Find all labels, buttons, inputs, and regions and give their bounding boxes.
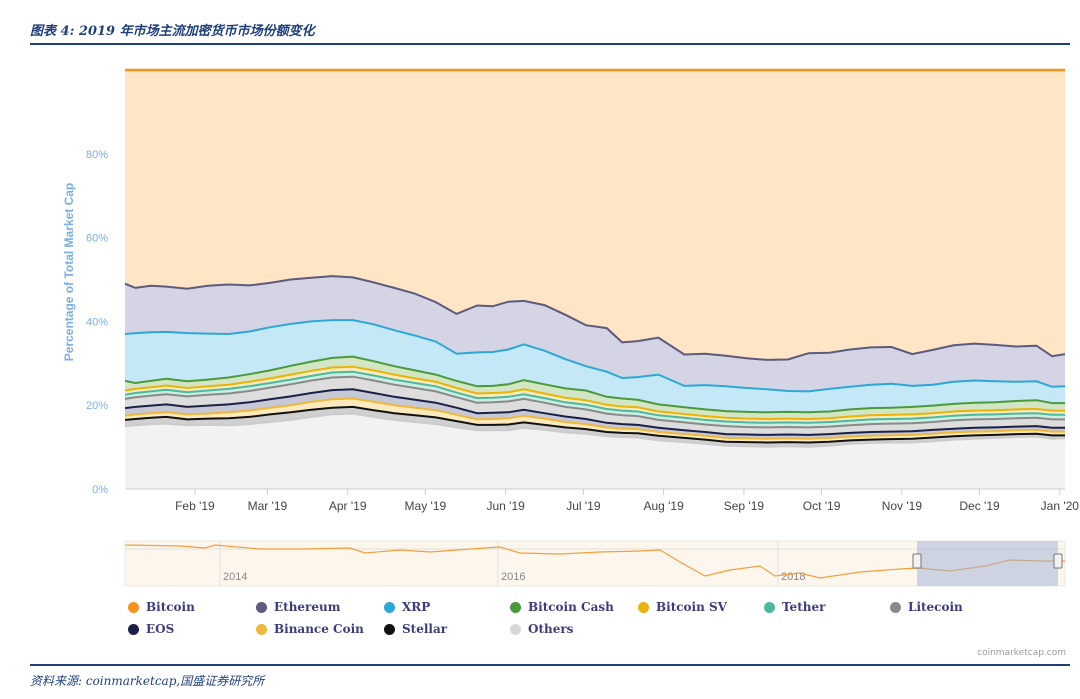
legend-item-bitcoin-sv[interactable]: Bitcoin SV [638,600,727,614]
x-tick-label: Feb '19 [175,499,215,513]
line-bitcoin-sv [124,365,1065,421]
line-others [124,412,1066,448]
navigator-selected-range[interactable] [917,541,1058,586]
line-stellar [124,405,1065,444]
x-tick-label: Oct '19 [803,499,841,513]
area-ethereum [125,276,1065,392]
x-tick-label: Mar '19 [248,499,288,513]
y-tick-label: 0% [92,484,108,496]
legend-label: Tether [782,600,826,614]
top-rule [30,43,1070,45]
line-bitcoin-cash [124,355,1065,414]
navigator-year-label: 2016 [501,571,525,583]
y-tick-label: 60% [86,233,108,245]
legend-marker [128,623,139,635]
legend-marker [638,601,649,613]
legend-item-ethereum[interactable]: Ethereum [256,600,340,614]
bottom-rule [30,664,1070,666]
legend-label: XRP [402,600,431,614]
chart-credit: coinmarketcap.com [977,648,1066,658]
line-tether [124,370,1065,424]
x-axis-ticks: Feb '19 Mar '19 Apr '19 May '19 Jun '19 Jul '… [125,488,1080,513]
navigator-right-handle[interactable] [1053,553,1063,569]
legend-label: Bitcoin Cash [528,600,614,614]
legend-label: Ethereum [274,600,341,614]
legend-item-tether[interactable]: Tether [764,600,825,614]
line-litecoin [124,375,1065,429]
area-others [125,413,1065,489]
legend-marker [890,601,901,613]
line-eos [124,388,1065,436]
legend-label: Litecoin [908,600,963,614]
navigator-year-label: 2014 [223,571,247,583]
legend-item-eos[interactable]: EOS [128,622,174,636]
y-axis-label: Percentage of Total Market Cap [62,183,76,362]
area-bitcoin [125,70,1065,360]
x-tick-label: Jan '20 [1041,499,1080,513]
legend-item-stellar[interactable]: Stellar [384,622,447,636]
legend-item-binance-coin[interactable]: Binance Coin [256,622,364,636]
line-xrp [124,319,1066,393]
figure-title: 图表 4: 2019 年市场主流加密货币市场份额变化 [30,24,315,39]
x-tick-label: May '19 [405,499,447,513]
legend-marker [510,601,521,613]
x-tick-label: Jul '19 [566,499,601,513]
series-lines [124,68,1066,448]
legend-marker [384,601,395,613]
legend-label: Bitcoin [146,600,195,614]
legend-marker [256,623,267,635]
y-axis-ticks: 0% 20% 40% 60% 80% [86,149,108,496]
x-tick-label: Jun '19 [486,499,525,513]
x-tick-label: Dec '19 [959,499,1000,513]
legend-marker [256,601,267,613]
range-navigator: 2014 2016 2018 [124,540,1066,587]
legend-item-bitcoin[interactable]: Bitcoin [128,600,195,614]
legend-marker [764,601,775,613]
legend-item-bitcoin-cash[interactable]: Bitcoin Cash [510,600,614,614]
x-tick-label: Aug '19 [643,499,684,513]
line-ethereum [124,275,1066,361]
legend-item-litecoin[interactable]: Litecoin [890,600,963,614]
legend-label: Stellar [402,622,448,636]
legend-marker [128,601,139,613]
legend-label: Binance Coin [274,622,364,636]
legend-marker [510,623,521,635]
y-tick-label: 20% [86,400,108,412]
legend-item-xrp[interactable]: XRP [384,600,430,614]
x-tick-label: Nov '19 [882,499,923,513]
source-note: 资料来源: coinmarketcap,国盛证券研究所 [30,674,265,688]
legend-label: Bitcoin SV [656,600,727,614]
navigator-left-handle[interactable] [912,553,922,569]
y-tick-label: 40% [86,316,108,328]
legend-label: EOS [146,622,175,636]
x-tick-label: Sep '19 [724,499,765,513]
line-binance-coin [124,397,1065,440]
navigator-year-label: 2018 [781,571,805,583]
legend-marker [384,623,395,635]
legend-label: Others [528,622,574,636]
y-tick-label: 80% [86,149,108,161]
x-tick-label: Apr '19 [329,499,367,513]
legend-item-others[interactable]: Others [510,622,573,636]
